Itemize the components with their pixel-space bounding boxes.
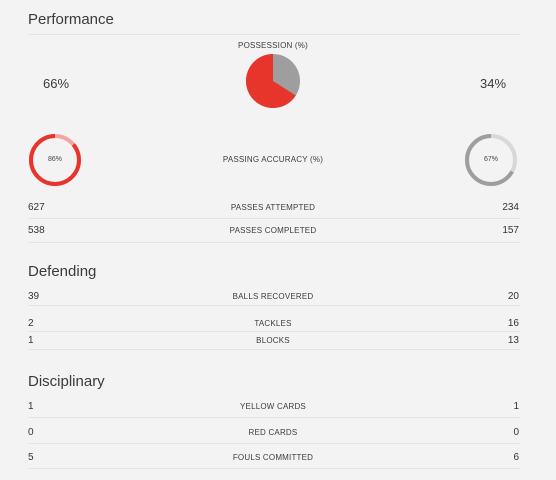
tackles-label: TACKLES <box>254 319 292 328</box>
passing-accuracy-home-value: 86% <box>47 156 62 163</box>
passes-attempted-away: 234 <box>502 202 519 213</box>
possession-pie-chart <box>245 53 301 109</box>
defending-title: Defending <box>28 263 97 280</box>
passing-accuracy-home-arc <box>29 134 81 186</box>
possession-away-value: 34% <box>480 76 507 91</box>
fouls-committed-label: FOULS COMMITTED <box>232 453 314 462</box>
row-divider <box>28 468 520 469</box>
yellow-cards-away: 1 <box>513 401 519 412</box>
passing-accuracy-away-arc <box>465 134 517 186</box>
row-divider <box>28 443 520 444</box>
balls-recovered-label: BALLS RECOVERED <box>232 292 314 301</box>
red-cards-home: 0 <box>28 427 34 438</box>
passing-accuracy-away-value: 67% <box>483 156 498 163</box>
possession-label: POSSESSION (%) <box>238 41 308 50</box>
row-divider <box>28 218 520 219</box>
performance-title: Performance <box>28 11 114 28</box>
tackles-home: 2 <box>28 318 34 329</box>
passes-completed-away: 157 <box>502 225 519 236</box>
disciplinary-title: Disciplinary <box>28 373 105 390</box>
fouls-committed-home: 5 <box>28 452 34 463</box>
possession-pie-home-slice <box>246 54 296 108</box>
balls-recovered-away: 20 <box>507 291 519 302</box>
yellow-cards-label: YELLOW CARDS <box>240 402 306 411</box>
passing-accuracy-label: PASSING ACCURACY (%) <box>222 155 324 164</box>
passes-attempted-home: 627 <box>28 202 45 213</box>
row-divider <box>28 242 520 243</box>
passing-accuracy-away-ring: 67% <box>463 132 519 188</box>
passes-completed-home: 538 <box>28 225 45 236</box>
row-divider <box>28 331 520 332</box>
passes-completed-label: PASSES COMPLETED <box>229 226 317 235</box>
balls-recovered-home: 39 <box>28 291 40 302</box>
yellow-cards-home: 1 <box>28 401 34 412</box>
blocks-home: 1 <box>28 335 34 346</box>
fouls-committed-away: 6 <box>513 452 519 463</box>
row-divider <box>28 349 520 350</box>
row-divider <box>28 417 520 418</box>
passes-attempted-label: PASSES ATTEMPTED <box>230 203 316 212</box>
performance-divider <box>28 34 520 35</box>
red-cards-label: RED CARDS <box>248 428 298 437</box>
red-cards-away: 0 <box>513 427 519 438</box>
row-divider <box>28 305 520 306</box>
blocks-away: 13 <box>507 335 519 346</box>
passing-accuracy-home-ring: 86% <box>27 132 83 188</box>
blocks-label: BLOCKS <box>256 336 290 345</box>
possession-home-value: 66% <box>43 76 70 91</box>
tackles-away: 16 <box>507 318 519 329</box>
